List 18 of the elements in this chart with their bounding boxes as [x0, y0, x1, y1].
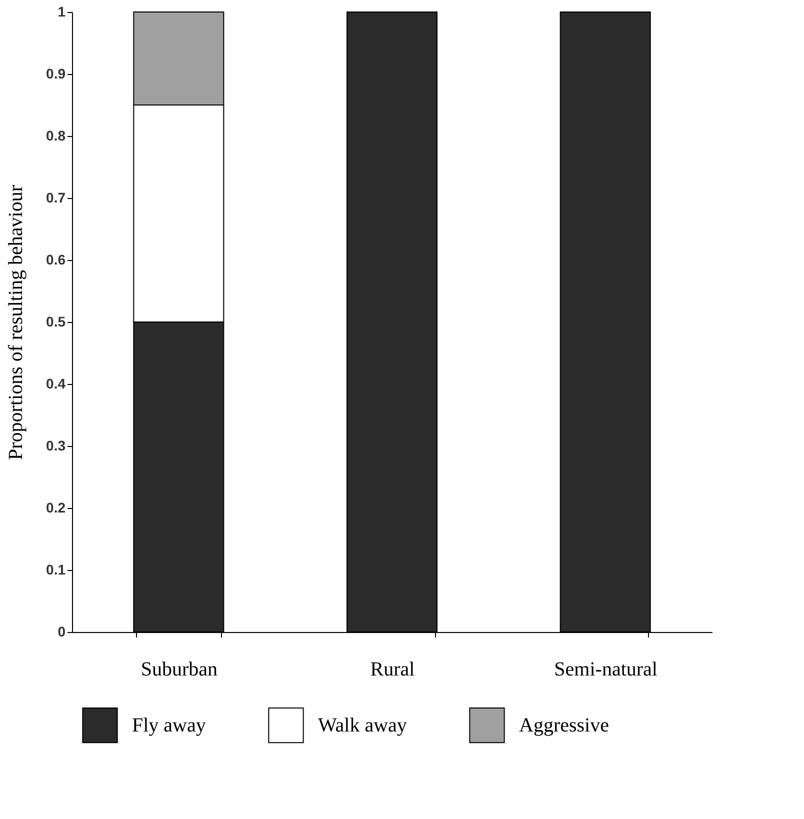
x-tick-label: Rural	[370, 658, 416, 680]
y-tick-label: 0	[58, 624, 66, 640]
legend-label: Walk away	[318, 714, 407, 736]
y-tick-label: 0.6	[46, 252, 66, 268]
y-tick-label: 1	[58, 4, 66, 20]
y-tick-label: 0.1	[46, 562, 66, 578]
y-tick-label: 0.3	[46, 438, 66, 454]
y-tick-label: 0.5	[46, 314, 66, 330]
x-tick-label: Semi-natural	[554, 658, 658, 680]
y-tick-label: 0.2	[46, 500, 66, 516]
y-axis-title: Proportions of resulting behaviour	[5, 184, 28, 460]
legend-label: Fly away	[132, 714, 206, 736]
y-tick-label: 0.8	[46, 128, 66, 144]
y-tick-label: 0.4	[46, 376, 66, 392]
y-tick-label: 0.7	[46, 190, 66, 206]
y-tick-label: 0.9	[46, 66, 66, 82]
x-tick-label: Suburban	[140, 658, 218, 680]
legend-label: Aggressive	[519, 714, 610, 736]
